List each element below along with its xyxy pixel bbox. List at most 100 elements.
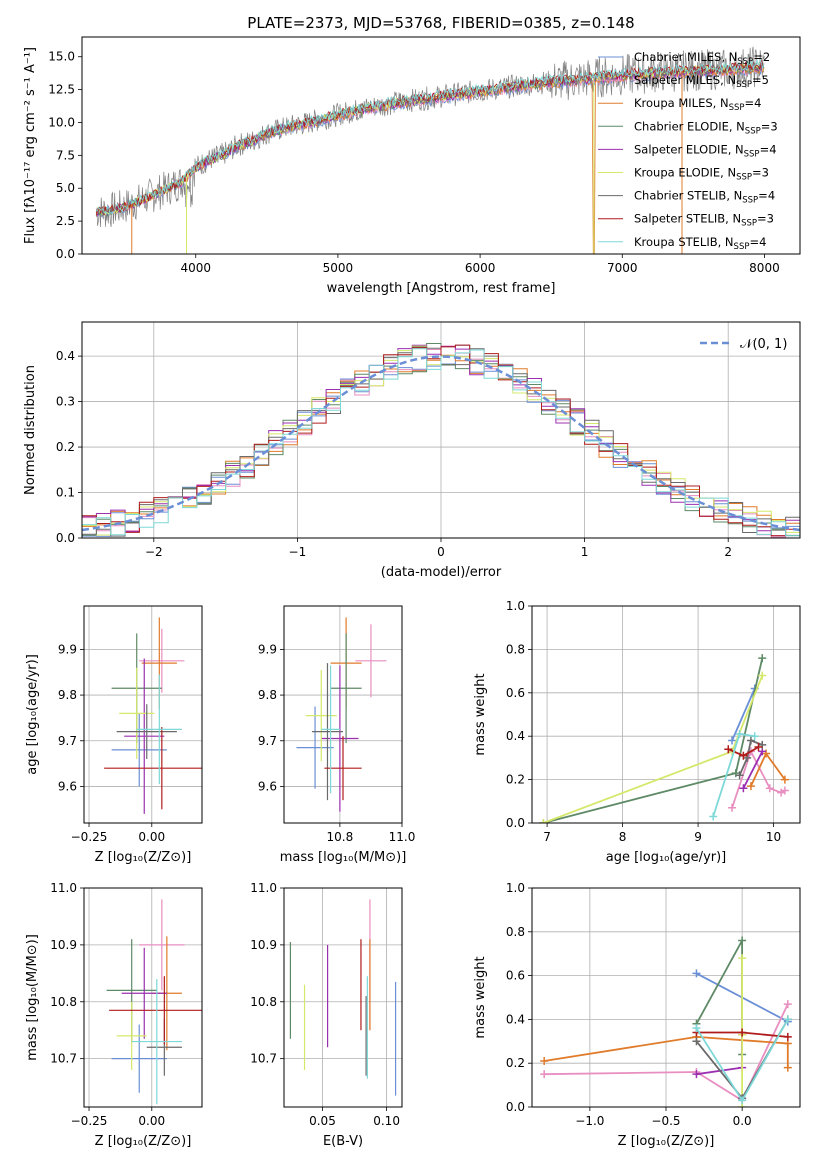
spectrum-legend-entry: Salpeter ELODIE, NSSP=4: [634, 142, 777, 159]
age-weight-ytick-label: 0.6: [506, 686, 525, 700]
spectrum-ylabel: Flux [fλ10⁻¹⁷ erg cm⁻² s⁻¹ A⁻¹]: [23, 47, 38, 244]
spectrum-legend-entry: Chabrier STELIB, NSSP=4: [634, 189, 775, 206]
age-weight-ytick-label: 0.0: [506, 816, 525, 830]
z-age-xtick-label: −0.25: [71, 830, 108, 844]
z-weight-point-marker: [738, 1096, 747, 1105]
z-weight-xtick-label: −1.0: [575, 1114, 604, 1128]
age-weight-ytick-label: 0.8: [506, 642, 525, 656]
residuals-ytick-label: 0.4: [56, 349, 75, 363]
spectrum-xtick-label: 8000: [749, 261, 780, 275]
age-weight-xtick-label: 8: [619, 830, 627, 844]
z-weight-xlabel: Z [log₁₀(Z/Z⊙)]: [618, 1134, 715, 1149]
z-weight-xtick-label: −0.5: [651, 1114, 680, 1128]
age-weight-point-marker: [539, 819, 548, 823]
age-weight-series-line: [738, 739, 763, 776]
residuals-xlabel: (data-model)/error: [381, 565, 502, 580]
spectrum-ytick-label: 2.5: [56, 214, 75, 228]
spectrum-legend-entry: Chabrier MILES, NSSP=2: [634, 50, 770, 67]
age-weight-point-marker: [758, 654, 767, 663]
z-weight-point-marker: [692, 1070, 701, 1079]
age-weight-point-marker: [746, 782, 755, 791]
residuals-ytick-label: 0.0: [56, 531, 75, 545]
residuals-xtick-label: 1: [581, 545, 589, 559]
age-weight-xtick-label: 7: [543, 830, 551, 844]
z-age-xtick-label: 0.00: [138, 830, 165, 844]
legend-nssp: 3: [762, 166, 769, 180]
spectrum-xtick-label: 7000: [607, 261, 638, 275]
z-age-ytick-label: 9.6: [58, 779, 77, 793]
spectrum-frame: [81, 36, 801, 255]
z-weight-point-marker: [540, 1070, 549, 1079]
z-weight-series-line: [544, 1003, 789, 1102]
age-weight-point-marker: [728, 803, 737, 812]
z-weight-point-marker: [738, 954, 747, 963]
legend-series-name: Chabrier ELODIE: [634, 119, 729, 133]
age-weight-point-marker: [724, 745, 733, 754]
ebv-mass-ytick-label: 11.0: [250, 881, 277, 895]
z-mass-ytick-label: 10.7: [50, 1052, 77, 1066]
legend-nssp: 4: [754, 96, 761, 110]
z-weight-ytick-label: 0.4: [506, 1012, 525, 1026]
spectrum-ytick-label: 15.0: [48, 50, 75, 64]
z-mass-xtick-label: −0.25: [71, 1114, 108, 1128]
residual-histogram-line: [82, 348, 800, 537]
z-weight-point-marker: [783, 1015, 792, 1024]
age-weight-ylabel: mass weight: [473, 673, 488, 755]
legend-nssp: 3: [770, 119, 777, 133]
z-weight-ytick-label: 1.0: [506, 881, 525, 895]
spectrum-legend-entry: Chabrier ELODIE, NSSP=3: [634, 119, 778, 136]
age-weight-point-marker: [739, 784, 748, 793]
z-age-errorbars: [104, 617, 202, 814]
spectrum-xtick-label: 5000: [323, 261, 354, 275]
legend-series-name: Kroupa ELODIE: [634, 166, 720, 180]
age-weight-xlabel: age [log₁₀(age/yr)]: [606, 850, 727, 865]
spectrum-lines: [95, 46, 765, 254]
residuals-ytick-label: 0.3: [56, 395, 75, 409]
ebv-mass-xtick-label: 0.05: [309, 1114, 336, 1128]
ebv-mass-ytick-label: 10.9: [250, 938, 277, 952]
legend-nssp: 4: [768, 189, 775, 203]
spectrum-legend-entry: Salpeter MILES, NSSP=5: [634, 73, 769, 90]
z-weight-point-marker: [738, 1028, 747, 1037]
age-weight-point-marker: [735, 771, 744, 780]
ebv-mass-xlabel: E(B-V): [323, 1134, 363, 1149]
residual-legend-label: 𝒩(0, 1): [740, 337, 787, 352]
ebv-mass-ytick-label: 10.8: [250, 995, 277, 1009]
legend-series-name: Kroupa MILES: [634, 96, 713, 110]
legend-series-name: Kroupa STELIB: [634, 235, 718, 249]
age-weight-series-line: [750, 751, 786, 787]
residuals-ytick-label: 0.2: [56, 440, 75, 454]
age-weight-point-marker: [750, 732, 759, 741]
residuals-frame: [81, 321, 801, 539]
legend-nssp: 4: [769, 142, 776, 156]
normal-curve-line: [82, 355, 800, 532]
age-weight-series-line: [742, 750, 764, 789]
z-weight-point-marker: [783, 1063, 792, 1072]
spectrum-title: PLATE=2373, MJD=53768, FIBERID=0385, z=0…: [247, 14, 634, 32]
age-weight-xtick-label: 9: [694, 830, 702, 844]
spectrum-ytick-label: 0.0: [56, 247, 75, 261]
ebv-mass-frame: [283, 887, 403, 1108]
z-mass-ytick-label: 10.9: [50, 938, 77, 952]
legend-nssp: 2: [763, 50, 770, 64]
z-weight-frame: [531, 887, 801, 1108]
z-weight-ytick-label: 0.0: [506, 1100, 525, 1114]
ebv-mass-xtick-label: 0.10: [373, 1114, 400, 1128]
legend-series-name: Salpeter STELIB: [634, 212, 725, 226]
z-weight-point-marker: [738, 936, 747, 945]
ebv-mass-ytick-label: 10.7: [250, 1052, 277, 1066]
age-weight-xtick-label: 10: [766, 830, 781, 844]
mass-age-xlabel: mass [log₁₀(M/M⊙)]: [280, 850, 407, 865]
age-weight-point-marker: [780, 775, 789, 784]
mass-age-errorbars: [296, 617, 387, 812]
age-weight-lines: [539, 654, 789, 823]
residuals-xtick-label: −1: [289, 545, 307, 559]
z-age-ytick-label: 9.7: [58, 734, 77, 748]
age-weight-ytick-label: 0.4: [506, 729, 525, 743]
z-mass-ytick-label: 10.8: [50, 995, 77, 1009]
age-weight-ytick-label: 0.2: [506, 773, 525, 787]
z-age-ytick-label: 9.8: [58, 688, 77, 702]
spectrum-legend-entry: Salpeter STELIB, NSSP=3: [634, 212, 774, 229]
z-weight-xtick-label: 0.0: [733, 1114, 752, 1128]
